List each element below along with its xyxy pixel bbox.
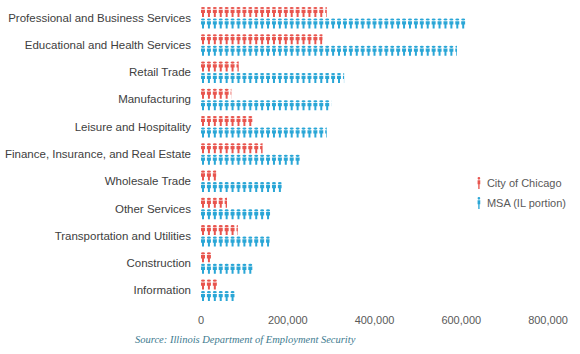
svg-text:MSA (IL portion): MSA (IL portion) [487,197,566,209]
svg-text:Leisure and Hospitality: Leisure and Hospitality [75,121,192,133]
svg-text:Professional and Business Serv: Professional and Business Services [8,12,191,24]
svg-text:0: 0 [198,314,204,326]
svg-text:Educational and Health Service: Educational and Health Services [25,39,191,51]
svg-text:400,000: 400,000 [355,314,395,326]
svg-text:800,000: 800,000 [528,314,568,326]
svg-text:Information: Information [133,284,191,296]
svg-text:600,000: 600,000 [441,314,481,326]
svg-text:Construction: Construction [126,257,191,269]
svg-text:Other Services: Other Services [115,203,191,215]
svg-text:Transportation and Utilities: Transportation and Utilities [55,230,192,242]
svg-text:City of Chicago: City of Chicago [487,177,562,189]
svg-text:Finance, Insurance, and Real E: Finance, Insurance, and Real Estate [5,148,191,160]
svg-text:Wholesale Trade: Wholesale Trade [105,175,191,187]
svg-text:Source: Illinois Department of: Source: Illinois Department of Employmen… [135,334,356,345]
svg-text:200,000: 200,000 [268,314,308,326]
svg-text:Retail Trade: Retail Trade [129,66,191,78]
svg-text:Manufacturing: Manufacturing [118,93,191,105]
